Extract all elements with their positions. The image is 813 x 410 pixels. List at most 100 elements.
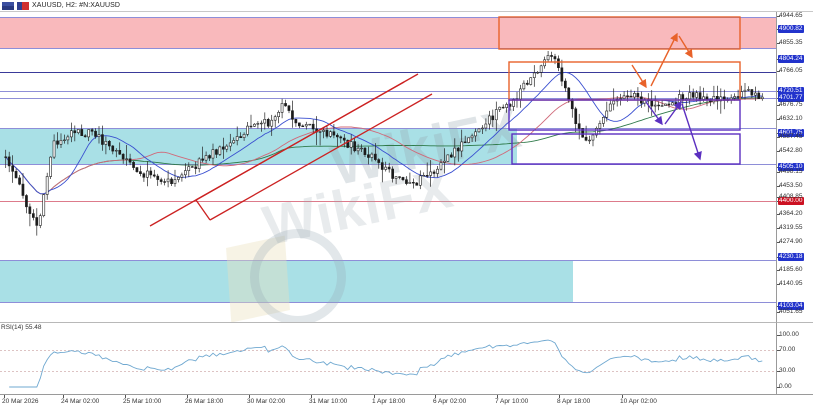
rsi-tick-mark xyxy=(777,387,780,388)
time-tick-mark xyxy=(187,395,188,398)
axis-tick-mark xyxy=(777,312,780,313)
orange-box-lower xyxy=(508,61,741,101)
orange-arrow-up-1 xyxy=(650,32,678,87)
price-tick-label: 4185.60 xyxy=(779,266,803,273)
axis-tick-mark xyxy=(777,228,780,229)
axis-tick-mark xyxy=(777,214,780,215)
price-tick-label: 4453.50 xyxy=(779,182,803,189)
purple-arrow-down-2 xyxy=(681,103,702,161)
axis-tick-mark xyxy=(777,16,780,17)
axis-tick-mark xyxy=(777,43,780,44)
time-tick-mark xyxy=(63,395,64,398)
time-tick-label: 24 Mar 02:00 xyxy=(61,398,100,405)
rsi-label: RSI(14) 55.48 xyxy=(1,324,42,331)
time-tick-label: 20 Mar 2026 xyxy=(2,398,39,405)
price-tick-label: 4855.35 xyxy=(779,39,803,46)
rsi-tick-label: 70.00 xyxy=(779,346,796,353)
flag-icon-red xyxy=(17,1,29,10)
axis-tick-mark xyxy=(777,151,780,152)
window-titlebar: XAUUSD, H2: #N:XAUUSD xyxy=(0,0,813,12)
axis-tick-mark xyxy=(777,270,780,271)
price-tick-label: 4701.77 xyxy=(778,94,804,102)
price-tick-label: 4103.04 xyxy=(778,302,804,310)
axis-tick-mark xyxy=(777,105,780,106)
price-tick-label: 4542.80 xyxy=(779,147,803,154)
price-tick-label: 4400.00 xyxy=(778,197,804,205)
level-4400 xyxy=(0,201,776,202)
rsi-axis[interactable]: 100.00 70.00 30.00 0.00 xyxy=(776,322,813,394)
orange-arrow-down-2 xyxy=(678,35,693,59)
price-tick-label: 4900.82 xyxy=(778,25,804,33)
price-tick-label: 4720.51 xyxy=(778,87,804,95)
time-tick-mark xyxy=(622,395,623,398)
price-tick-label: 4408.85 xyxy=(779,193,803,200)
time-tick-label: 8 Apr 18:00 xyxy=(557,398,591,405)
time-tick-mark xyxy=(249,395,250,398)
orange-arrow-down-1 xyxy=(631,64,647,89)
price-tick-label: 4505.10 xyxy=(778,163,804,171)
rsi-line xyxy=(9,339,763,388)
price-tick-label: 4230.18 xyxy=(778,253,804,261)
axis-tick-mark xyxy=(777,71,780,72)
axis-tick-mark xyxy=(777,137,780,138)
purple-arrow-up-1 xyxy=(664,100,682,125)
price-chart-panel[interactable]: WikiFX WikiFX xyxy=(0,12,776,322)
time-axis[interactable]: 20 Mar 2026 24 Mar 02:00 25 Mar 10:00 26 Ma… xyxy=(0,394,813,410)
time-tick-mark xyxy=(125,395,126,398)
price-tick-label: 4364.20 xyxy=(779,210,803,217)
page-title: XAUUSD, H2: #N:XAUUSD xyxy=(32,2,121,9)
price-tick-label: 4498.15 xyxy=(779,168,803,175)
time-tick-mark xyxy=(311,395,312,398)
axis-tick-mark xyxy=(777,284,780,285)
rsi-tick-mark xyxy=(777,371,780,372)
time-tick-label: 25 Mar 10:00 xyxy=(123,398,162,405)
level-4701 xyxy=(0,98,776,99)
rsi-tick-label: 0.00 xyxy=(779,383,792,390)
time-tick-mark xyxy=(559,395,560,398)
time-tick-label: 6 Apr 02:00 xyxy=(433,398,467,405)
level-4505 xyxy=(0,164,776,165)
axis-tick-mark xyxy=(777,172,780,173)
price-axis[interactable]: 4944.65 4900.82 4855.35 4804.24 4766.05 4720.… xyxy=(776,12,813,322)
rsi-series xyxy=(0,339,776,388)
level-4855 xyxy=(0,48,776,49)
time-tick-label: 7 Apr 10:00 xyxy=(495,398,529,405)
axis-tick-mark xyxy=(777,197,780,198)
purple-box-lower xyxy=(511,133,741,165)
price-tick-label: 4632.10 xyxy=(779,115,803,122)
level-4103 xyxy=(0,302,776,303)
projection-annotations xyxy=(498,16,741,165)
level-4804 xyxy=(0,72,776,73)
purple-box-upper xyxy=(508,99,741,131)
trend-channel-line xyxy=(195,199,211,221)
rsi-tick-mark xyxy=(777,335,780,336)
time-tick-mark xyxy=(497,395,498,398)
price-tick-label: 4944.65 xyxy=(779,12,803,19)
flag-icon-blue xyxy=(2,1,14,10)
axis-tick-mark xyxy=(777,242,780,243)
price-tick-label: 4140.95 xyxy=(779,280,803,287)
time-tick-label: 1 Apr 18:00 xyxy=(372,398,406,405)
purple-arrow-down-1 xyxy=(645,101,663,126)
rsi-tick-label: 100.00 xyxy=(779,331,799,338)
time-tick-label: 30 Mar 02:00 xyxy=(247,398,286,405)
rsi-tick-mark xyxy=(777,350,780,351)
time-tick-mark xyxy=(374,395,375,398)
time-tick-label: 26 Mar 18:00 xyxy=(185,398,224,405)
price-tick-label: 4804.24 xyxy=(778,55,804,63)
price-tick-label: 4766.05 xyxy=(779,67,803,74)
axis-tick-mark xyxy=(777,119,780,120)
price-tick-label: 4051.65 xyxy=(779,308,803,315)
axis-tick-mark xyxy=(777,186,780,187)
time-tick-mark xyxy=(4,395,5,398)
time-tick-label: 31 Mar 10:00 xyxy=(309,398,348,405)
orange-box-upper xyxy=(498,16,741,50)
price-tick-label: 4587.45 xyxy=(779,133,803,140)
time-tick-label: 10 Apr 02:00 xyxy=(620,398,657,405)
price-tick-label: 4274.90 xyxy=(779,238,803,245)
price-tick-label: 4319.55 xyxy=(779,224,803,231)
price-tick-label: 4601.75 xyxy=(778,129,804,137)
time-tick-mark xyxy=(435,395,436,398)
rsi-panel[interactable]: RSI(14) 55.48 xyxy=(0,322,776,394)
